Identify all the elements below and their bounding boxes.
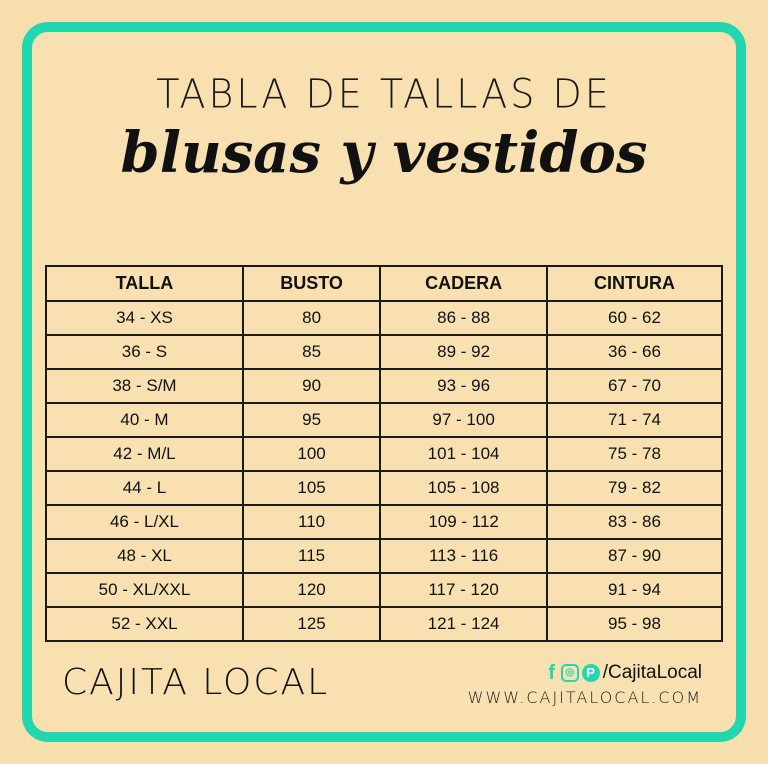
table-cell: 105 - 108 (379, 470, 548, 506)
table-cell: 120 (241, 572, 382, 608)
table-cell: 36 - S (45, 334, 244, 370)
table-row: 48 - XL 115 113 - 116 87 - 90 (45, 538, 724, 574)
table-cell: 50 - XL/XXL (45, 572, 244, 608)
table-cell: 95 (241, 402, 382, 438)
title-line-1: TABLA DE TALLAS DE (156, 70, 612, 118)
facebook-icon[interactable]: f (548, 662, 556, 684)
social-handle: /CajitaLocal (602, 662, 702, 683)
table-cell: 38 - S/M (45, 368, 244, 404)
size-table: TALLA BUSTO CADERA CINTURA 34 - XS 80 86 - 88… (45, 265, 724, 642)
instagram-icon[interactable]: ◎ (560, 664, 579, 682)
table-cell: 36 - 66 (545, 334, 724, 370)
table-cell: 44 - L (45, 470, 244, 506)
table-row: 42 - M/L 100 101 - 104 75 - 78 (45, 436, 724, 472)
table-cell: 42 - M/L (45, 436, 244, 472)
social-links: f ◎ P /CajitaLocal (546, 662, 702, 684)
table-cell: 52 - XXL (45, 606, 244, 642)
table-row: 36 - S 85 89 - 92 36 - 66 (45, 334, 724, 370)
title-line-2: blusas y vestidos (120, 120, 648, 186)
table-row: 46 - L/XL 110 109 - 112 83 - 86 (45, 504, 724, 540)
website-link[interactable]: WWW.CAJITALOCAL.COM (467, 688, 702, 707)
table-row: 44 - L 105 105 - 108 79 - 82 (45, 470, 724, 506)
table-cell: 83 - 86 (545, 504, 724, 540)
table-cell: 90 (241, 368, 382, 404)
table-cell: 100 (241, 436, 382, 472)
column-header: CADERA (379, 265, 548, 302)
table-cell: 105 (241, 470, 382, 506)
table-cell: 34 - XS (45, 300, 244, 336)
table-cell: 110 (241, 504, 382, 540)
table-row: 40 - M 95 97 - 100 71 - 74 (45, 402, 724, 438)
table-cell: 80 (241, 300, 382, 336)
table-cell: 87 - 90 (545, 538, 724, 574)
table-row: 52 - XXL 125 121 - 124 95 - 98 (45, 606, 724, 642)
table-cell: 85 (241, 334, 382, 370)
table-cell: 101 - 104 (379, 436, 548, 472)
table-cell: 46 - L/XL (45, 504, 244, 540)
column-header: TALLA (45, 265, 244, 302)
column-header: CINTURA (545, 265, 724, 302)
table-cell: 117 - 120 (379, 572, 548, 608)
table-cell: 113 - 116 (379, 538, 548, 574)
table-row: 38 - S/M 90 93 - 96 67 - 70 (45, 368, 724, 404)
table-cell: 48 - XL (45, 538, 244, 574)
table-row: 34 - XS 80 86 - 88 60 - 62 (45, 300, 724, 336)
table-cell: 75 - 78 (545, 436, 724, 472)
logo: CAJITA LOCAL (62, 662, 330, 703)
table-cell: 67 - 70 (545, 368, 724, 404)
table-cell: 121 - 124 (379, 606, 548, 642)
table-cell: 71 - 74 (545, 402, 724, 438)
table-row: 50 - XL/XXL 120 117 - 120 91 - 94 (45, 572, 724, 608)
pinterest-icon[interactable]: P (581, 664, 600, 682)
table-cell: 89 - 92 (379, 334, 548, 370)
table-cell: 109 - 112 (379, 504, 548, 540)
table-cell: 91 - 94 (545, 572, 724, 608)
column-header: BUSTO (241, 265, 382, 302)
table-cell: 97 - 100 (379, 402, 548, 438)
table-cell: 93 - 96 (379, 368, 548, 404)
table-cell: 86 - 88 (379, 300, 548, 336)
table-cell: 125 (241, 606, 382, 642)
table-header-row: TALLA BUSTO CADERA CINTURA (45, 265, 724, 302)
table-cell: 60 - 62 (545, 300, 724, 336)
table-cell: 79 - 82 (545, 470, 724, 506)
table-cell: 115 (241, 538, 382, 574)
table-cell: 40 - M (45, 402, 244, 438)
table-cell: 95 - 98 (545, 606, 724, 642)
